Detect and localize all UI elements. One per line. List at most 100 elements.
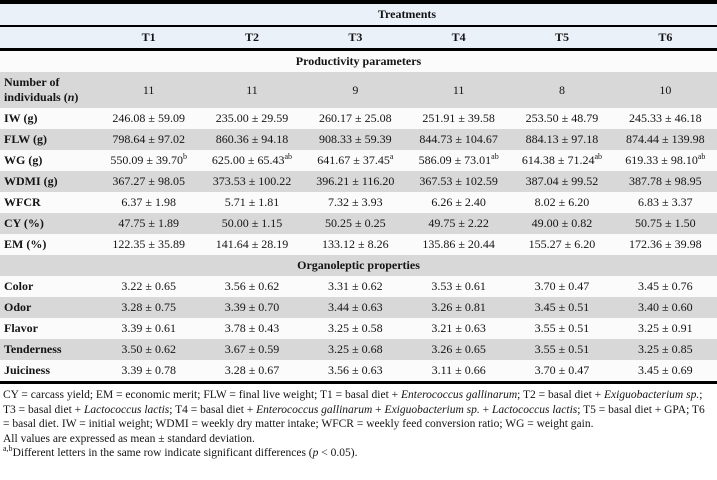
row-label: Juiciness xyxy=(0,360,97,384)
data-cell: 3.39 ± 0.70 xyxy=(224,300,280,314)
column-header-t5: T5 xyxy=(510,26,614,51)
data-cell: 3.50 ± 0.62 xyxy=(121,342,176,356)
row-label: Flavor xyxy=(4,321,38,335)
data-cell: 9 xyxy=(352,82,359,97)
data-cell: 3.21 ± 0.63 xyxy=(431,321,486,335)
data-cell: 49.00 ± 0.82 xyxy=(531,216,593,230)
data-cell: 367.53 ± 102.59 xyxy=(419,174,498,188)
data-cell: 625.00 ± 65.43ab xyxy=(211,152,293,168)
data-cell: 874.44 ± 139.98 xyxy=(626,132,705,146)
section-header-row: Productivity parameters xyxy=(0,49,717,72)
data-cell: 50.00 ± 1.15 xyxy=(221,216,283,230)
section-title: Organoleptic properties xyxy=(297,258,420,272)
row-label: Number of individuals (n) xyxy=(4,75,79,104)
data-cell: 6.37 ± 1.98 xyxy=(121,195,176,209)
data-cell: 3.45 ± 0.51 xyxy=(534,300,590,314)
row-label: WG (g) xyxy=(4,153,43,167)
data-cell: 908.33 ± 59.39 xyxy=(319,132,392,146)
row-label: FLW (g) xyxy=(4,132,48,146)
data-cell: 3.39 ± 0.78 xyxy=(97,360,201,384)
data-cell: 246.08 ± 59.09 xyxy=(112,111,185,125)
data-cell: 641.67 ± 37.45a xyxy=(317,152,394,168)
footnote-significance: a,bDifferent letters in the same row ind… xyxy=(3,444,358,459)
data-cell: 3.28 ± 0.75 xyxy=(121,300,176,314)
data-cell: 141.64 ± 28.19 xyxy=(215,237,289,251)
column-header-t6: T6 xyxy=(613,26,717,51)
data-cell: 50.25 ± 0.25 xyxy=(325,216,386,230)
row-label: WFCR xyxy=(4,195,41,209)
data-cell: 614.38 ± 71.24ab xyxy=(521,152,603,168)
data-cell: 5.71 ± 1.81 xyxy=(224,195,280,209)
table-row: Juiciness 3.39 ± 0.78 3.28 ± 0.67 3.56 ± 0.… xyxy=(0,360,717,384)
data-cell: 47.75 ± 1.89 xyxy=(118,216,179,230)
data-cell: 3.45 ± 0.69 xyxy=(613,360,717,384)
data-cell: 6.83 ± 3.37 xyxy=(638,195,693,209)
table-row: Number of individuals (n) 11 11 9 11 8 10 xyxy=(0,72,717,108)
data-cell: 586.09 ± 73.01ab xyxy=(418,152,499,168)
data-cell: 3.39 ± 0.61 xyxy=(121,321,176,335)
data-cell: 3.53 ± 0.61 xyxy=(431,279,486,293)
table-row: Flavor 3.39 ± 0.61 3.78 ± 0.43 3.25 ± 0.58 3… xyxy=(0,318,717,339)
data-cell: 3.25 ± 0.91 xyxy=(638,321,693,335)
data-cell: 387.78 ± 98.95 xyxy=(629,174,702,188)
data-cell: 619.33 ± 98.10ab xyxy=(625,152,706,168)
treatments-table: Treatments T1 T2 T3 T4 T5 T6 Productivit… xyxy=(0,0,717,384)
treatments-header: Treatments xyxy=(97,2,717,27)
data-cell: 3.70 ± 0.47 xyxy=(534,279,590,293)
data-cell: 7.32 ± 3.93 xyxy=(328,195,383,209)
data-cell: 3.26 ± 0.65 xyxy=(431,342,486,356)
section-title: Productivity parameters xyxy=(295,54,422,68)
data-cell: 3.31 ± 0.62 xyxy=(328,279,383,293)
row-label: IW (g) xyxy=(4,111,38,125)
data-cell: 3.55 ± 0.51 xyxy=(534,321,590,335)
data-cell: 550.09 ± 39.70b xyxy=(110,152,187,168)
data-cell: 3.22 ± 0.65 xyxy=(121,279,176,293)
corner-spacer xyxy=(0,26,97,51)
data-cell: 3.40 ± 0.60 xyxy=(638,300,693,314)
data-cell: 3.56 ± 0.63 xyxy=(303,360,407,384)
data-cell: 133.12 ± 8.26 xyxy=(322,237,389,251)
data-cell: 3.28 ± 0.67 xyxy=(200,360,304,384)
data-cell: 367.27 ± 98.05 xyxy=(112,174,185,188)
data-cell: 235.00 ± 29.59 xyxy=(215,111,289,125)
data-cell: 373.53 ± 100.22 xyxy=(212,174,292,188)
data-cell: 387.04 ± 99.52 xyxy=(525,174,599,188)
table-row: CY (%) 47.75 ± 1.89 50.00 ± 1.15 50.25 ± 0.… xyxy=(0,213,717,234)
data-cell: 50.75 ± 1.50 xyxy=(635,216,696,230)
data-cell: 8.02 ± 6.20 xyxy=(534,195,590,209)
data-cell: 3.55 ± 0.51 xyxy=(534,342,590,356)
footnotes: CY = carcass yield; EM = economic merit;… xyxy=(0,384,717,461)
row-label: Tenderness xyxy=(4,342,62,356)
data-cell: 172.36 ± 39.98 xyxy=(629,237,702,251)
data-cell: 10 xyxy=(659,82,672,97)
column-header-t3: T3 xyxy=(303,26,407,51)
data-cell: 11 xyxy=(452,82,465,97)
data-cell: 3.67 ± 0.59 xyxy=(224,342,280,356)
treatments-header-row: Treatments xyxy=(0,2,717,27)
corner-spacer xyxy=(0,2,97,27)
data-cell: 3.45 ± 0.76 xyxy=(638,279,693,293)
data-cell: 155.27 ± 6.20 xyxy=(528,237,596,251)
data-cell: 3.25 ± 0.85 xyxy=(638,342,693,356)
table-row: Tenderness 3.50 ± 0.62 3.67 ± 0.59 3.25 ± 0… xyxy=(0,339,717,360)
data-cell: 245.33 ± 46.18 xyxy=(629,111,702,125)
data-cell: 6.26 ± 2.40 xyxy=(431,195,486,209)
data-cell: 122.35 ± 35.89 xyxy=(112,237,185,251)
data-cell: 11 xyxy=(142,82,155,97)
table-row: WG (g) 550.09 ± 39.70b 625.00 ± 65.43ab 641… xyxy=(0,150,717,171)
column-header-t4: T4 xyxy=(406,26,511,51)
footnote-abbreviations: CY = carcass yield; EM = economic merit;… xyxy=(3,389,705,430)
data-cell: 3.11 ± 0.66 xyxy=(406,360,511,384)
data-cell: 844.73 ± 104.67 xyxy=(419,132,498,146)
data-cell: 3.78 ± 0.43 xyxy=(224,321,280,335)
column-header-t1: T1 xyxy=(97,26,201,51)
data-cell: 798.64 ± 97.02 xyxy=(112,132,185,146)
column-header-t2: T2 xyxy=(200,26,304,51)
data-cell: 3.44 ± 0.63 xyxy=(328,300,383,314)
data-cell: 884.13 ± 97.18 xyxy=(525,132,599,146)
data-cell: 3.56 ± 0.62 xyxy=(224,279,280,293)
table-row: EM (%) 122.35 ± 35.89 141.64 ± 28.19 133.12… xyxy=(0,234,717,255)
data-cell: 253.50 ± 48.79 xyxy=(525,111,599,125)
table-row: Odor 3.28 ± 0.75 3.39 ± 0.70 3.44 ± 0.63 3.2… xyxy=(0,297,717,318)
data-cell: 49.75 ± 2.22 xyxy=(428,216,489,230)
